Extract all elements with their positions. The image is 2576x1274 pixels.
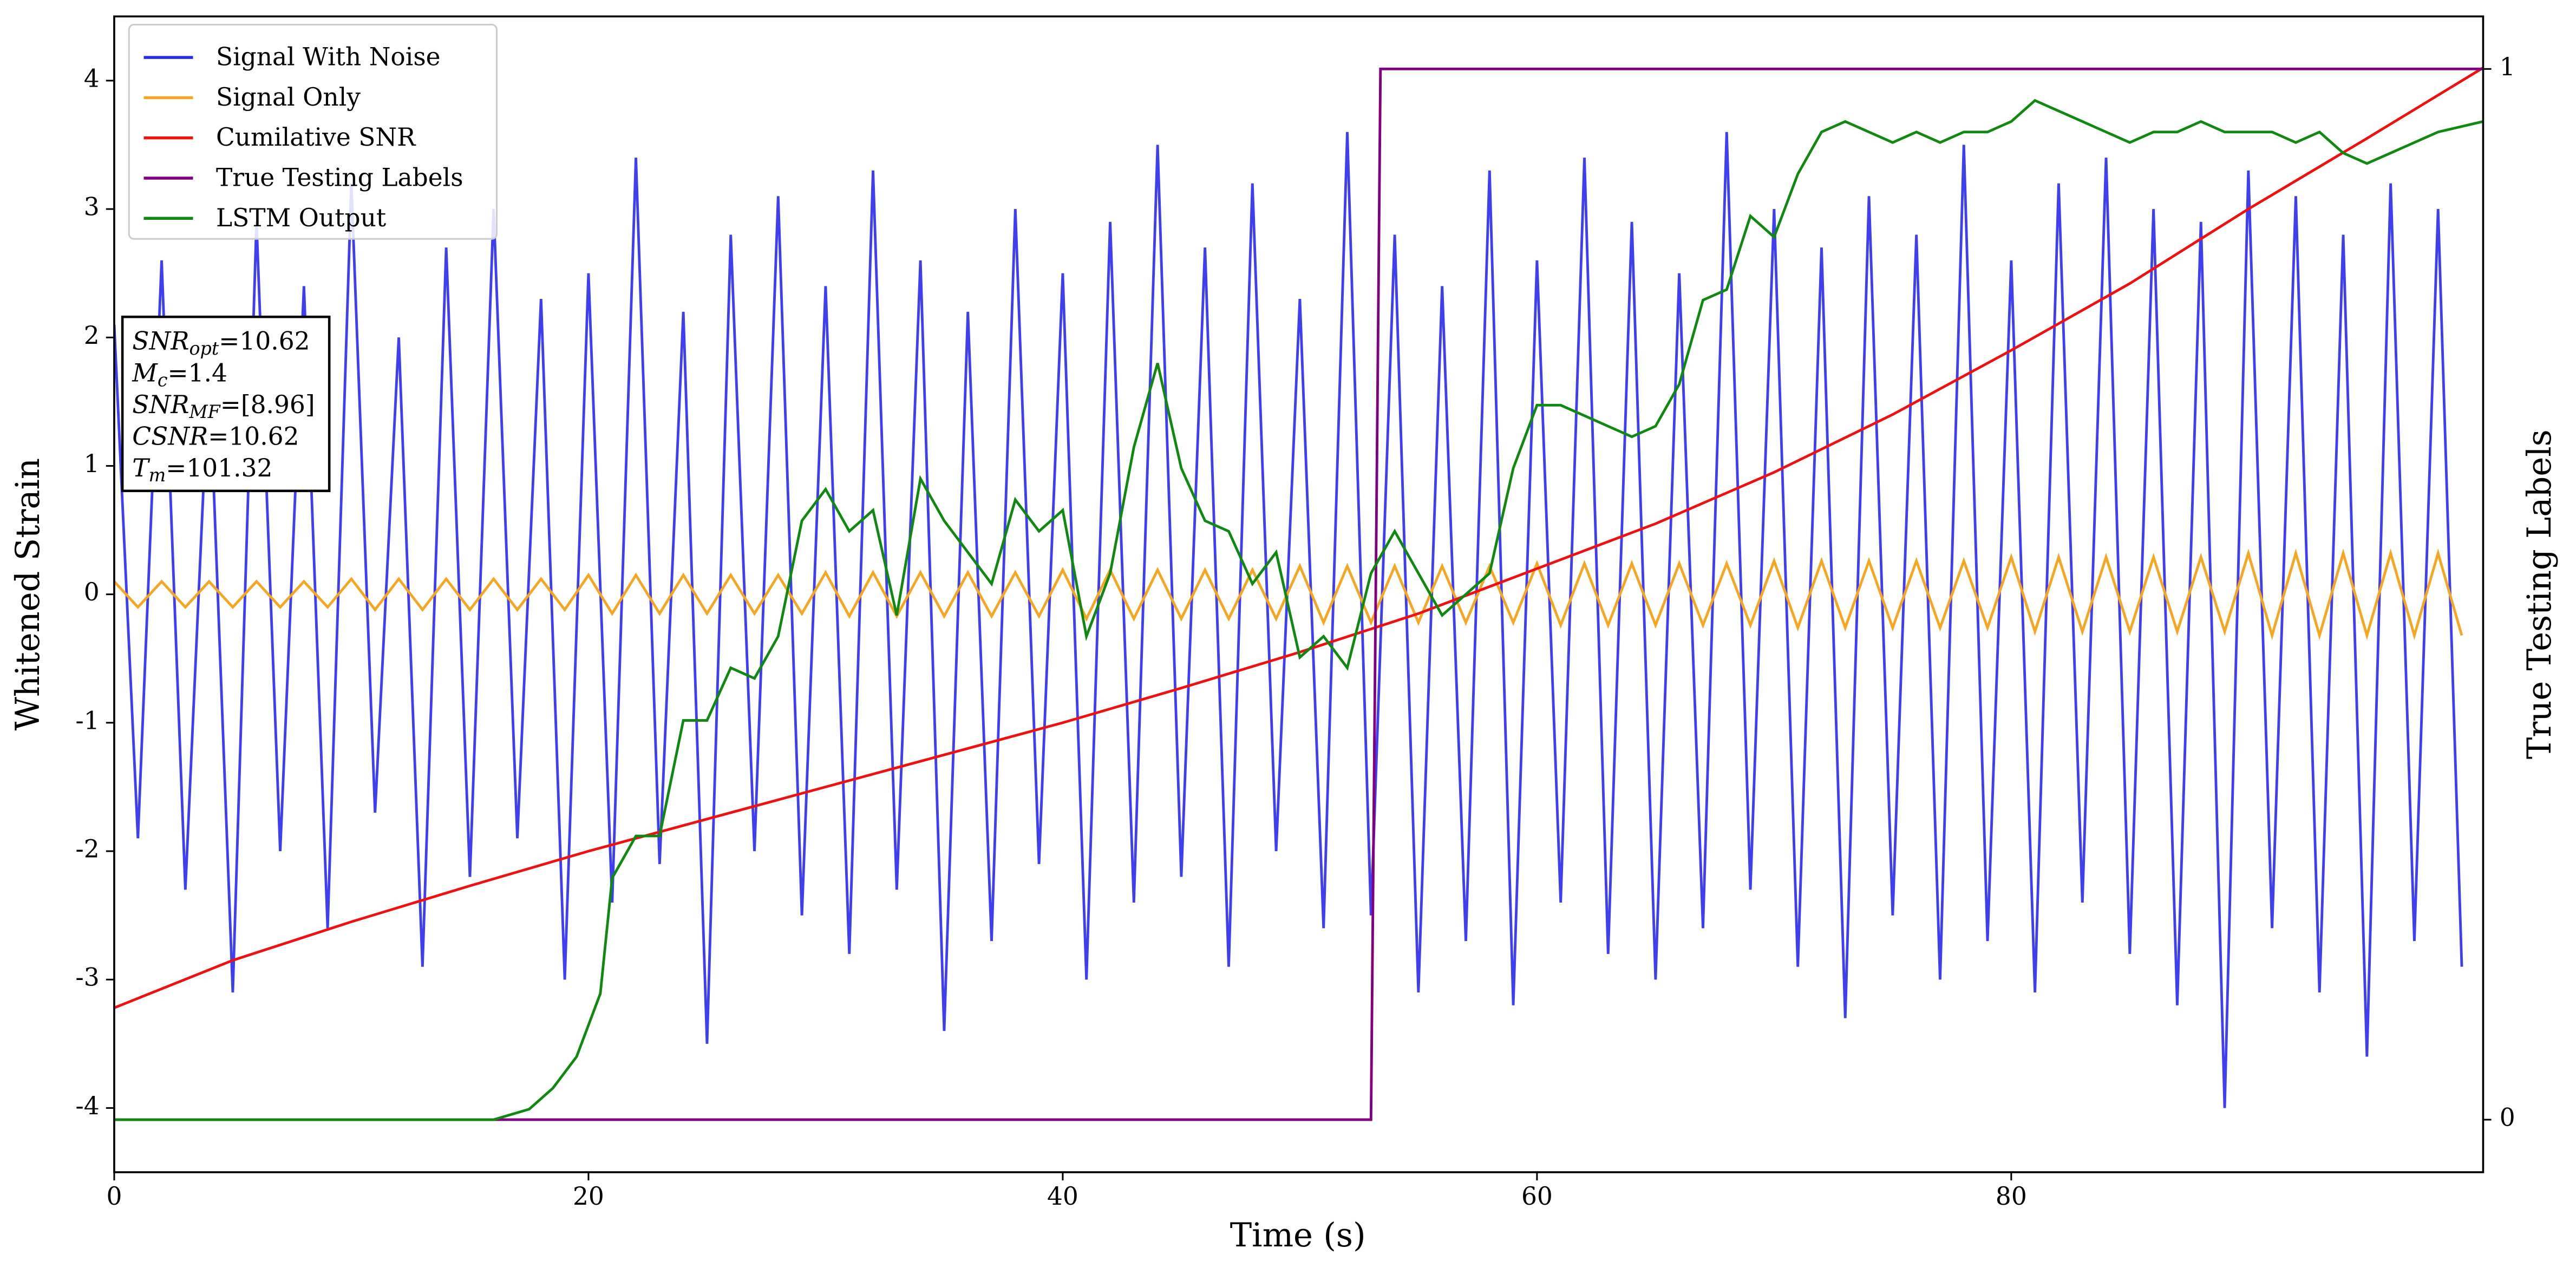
plot-area	[114, 67, 2483, 1121]
x-tick-label: 0	[106, 1182, 122, 1211]
annotation-text: =10.62	[208, 422, 299, 450]
legend-label: LSTM Output	[216, 204, 386, 232]
annotation-var: M	[132, 358, 158, 387]
x-tick-label: 60	[1521, 1182, 1553, 1211]
legend-label: Signal With Noise	[216, 43, 441, 71]
y-tick-label: 2	[84, 321, 100, 350]
annotation-box: SNRopt=10.62Mc=1.4SNRMF=[8.96]CSNR=10.62…	[121, 315, 331, 492]
legend: Signal With Noise Signal Only Cumilative S…	[128, 23, 498, 240]
annotation-text: =[8.96]	[220, 390, 315, 419]
annotation-line: Tm=101.32	[132, 453, 272, 486]
y-tick-label: -4	[75, 1092, 99, 1120]
annotation-var: CSNR	[132, 422, 208, 450]
annotation-frame	[121, 315, 331, 492]
series-line	[114, 548, 2463, 641]
annotation-line: SNRMF=[8.96]	[132, 390, 315, 422]
annotation-text: =1.4	[168, 358, 227, 387]
annotation-sub: m	[149, 465, 166, 486]
y-tick-label: 0	[84, 578, 100, 606]
annotation-text: =10.62	[219, 326, 310, 355]
legend-label: Cumilative SNR	[216, 123, 416, 152]
annotation-var: SNR	[132, 390, 189, 419]
series-line	[114, 132, 2463, 1108]
annotation-var: SNR	[132, 326, 189, 355]
y-tick-label: -2	[75, 835, 99, 864]
annotation-text: =101.32	[166, 453, 272, 482]
y-tick-label: 3	[84, 193, 100, 221]
legend-label: Signal Only	[216, 83, 361, 112]
x-axis-label: Time (s)	[1230, 1217, 1366, 1255]
y2-tick-label: 1	[2500, 53, 2515, 81]
y2-tick-label: 0	[2500, 1103, 2515, 1132]
x-tick-label: 20	[573, 1182, 604, 1211]
annotation-line: Mc=1.4	[132, 358, 227, 391]
annotation-sub: c	[158, 369, 168, 390]
y2-axis-label: True Testing Labels	[2521, 429, 2559, 759]
y-tick-label: -1	[75, 706, 99, 735]
y-tick-label: -3	[75, 963, 99, 992]
annotation-sub: MF	[188, 401, 221, 422]
x-tick-label: 80	[1996, 1182, 2027, 1211]
y-tick-label: 4	[84, 64, 100, 93]
series-line	[114, 99, 2483, 1121]
annotation-line: SNRopt=10.62	[132, 326, 310, 359]
annotation-sub: opt	[189, 338, 219, 359]
y-axis-label: Whitened Strain	[9, 458, 47, 730]
annotation-var: T	[132, 453, 151, 482]
y-tick-label: 1	[84, 449, 100, 478]
x-tick-label: 40	[1047, 1182, 1078, 1211]
series-line	[114, 67, 2483, 1121]
legend-label: True Testing Labels	[216, 164, 463, 192]
annotation-line: CSNR=10.62	[132, 422, 299, 450]
legend-box	[128, 23, 498, 240]
